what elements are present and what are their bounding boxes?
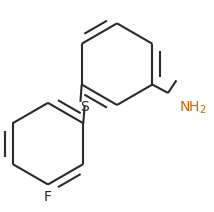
Text: S: S (80, 100, 89, 114)
Text: NH$_2$: NH$_2$ (178, 99, 206, 116)
Text: F: F (44, 190, 52, 204)
